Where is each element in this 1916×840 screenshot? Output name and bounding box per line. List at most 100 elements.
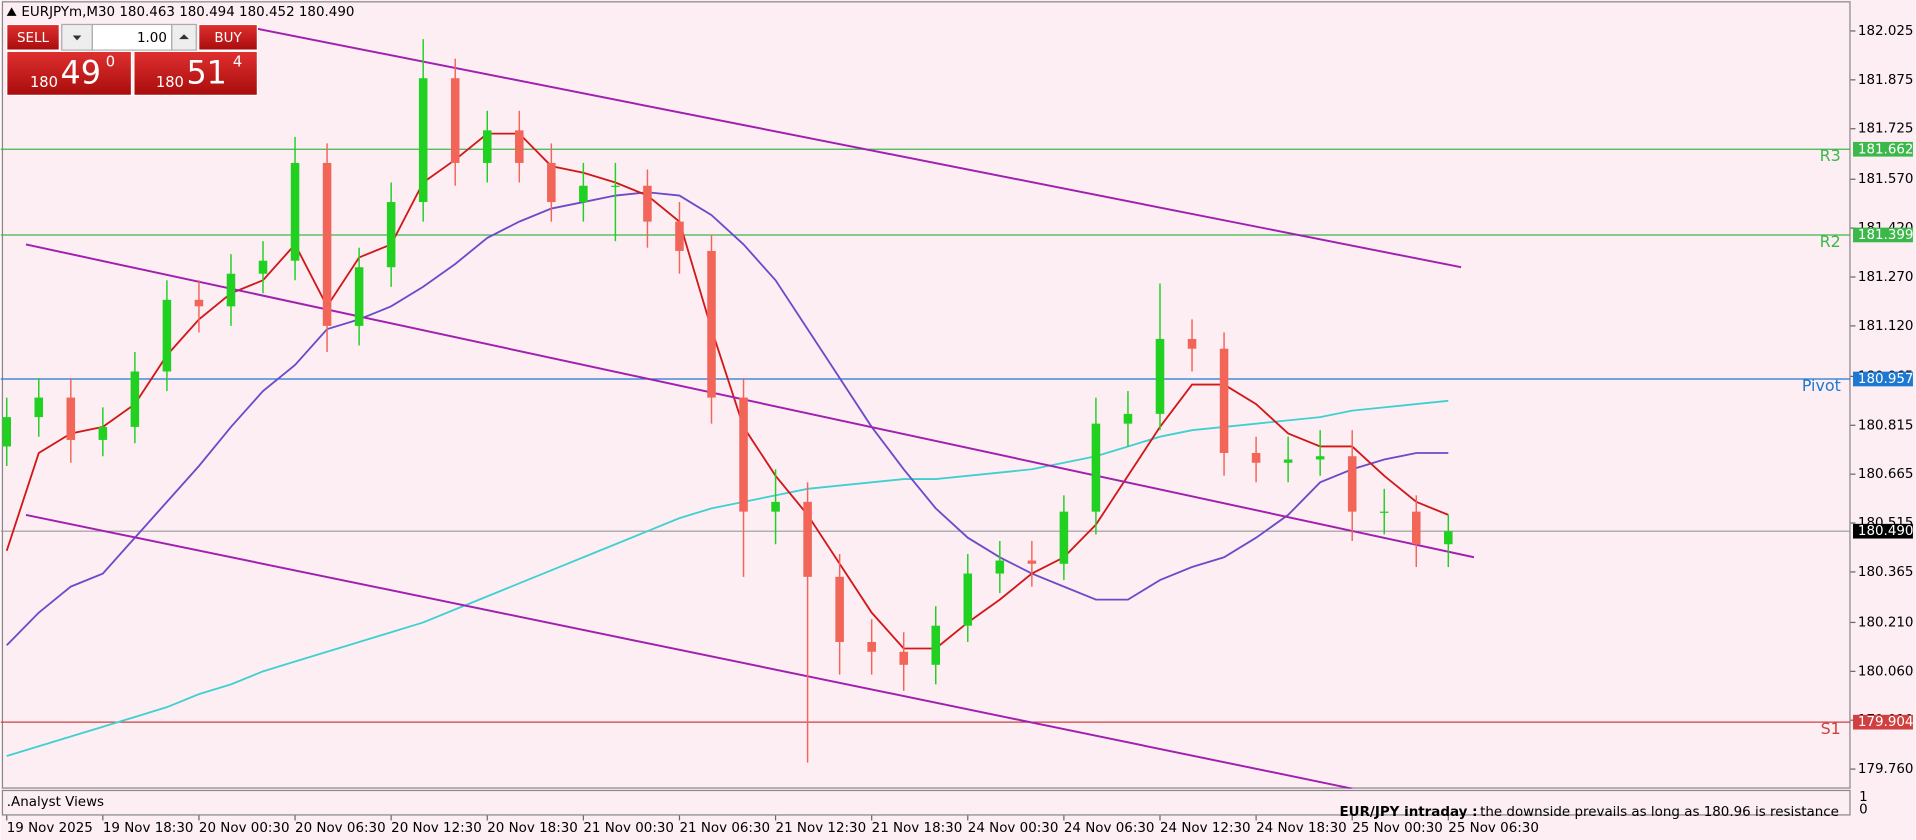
moving-average [5, 132, 1449, 650]
buy-button[interactable] [198, 23, 258, 51]
trendline [243, 25, 1462, 269]
y-tick-label: 181.875 [1858, 73, 1914, 88]
collapse-icon[interactable] [6, 7, 17, 16]
ask-main: 51 [186, 55, 226, 92]
bid-box[interactable] [6, 50, 133, 96]
x-tick-label: 24 Nov 00:30 [968, 821, 1059, 836]
x-tick-label: 21 Nov 06:30 [679, 821, 770, 836]
candle-body [226, 273, 236, 307]
candle-body [130, 371, 140, 427]
subwindow-frame [1, 789, 1851, 816]
x-tick-label: 19 Nov 2025 [7, 821, 93, 836]
candle-body [1219, 348, 1229, 453]
candle-body [1347, 456, 1357, 512]
y-tick-label: 179.760 [1858, 762, 1914, 777]
level-name: Pivot [1802, 376, 1841, 395]
candle-body [1187, 338, 1197, 349]
x-tick-label: 19 Nov 18:30 [103, 821, 194, 836]
x-tick-label: 25 Nov 06:30 [1448, 821, 1539, 836]
level-price-box [1853, 371, 1913, 387]
subwindow-name: .Analyst Views [7, 795, 104, 810]
candle-body [418, 78, 428, 203]
candle-body [963, 573, 973, 626]
level-price-box [1853, 141, 1913, 157]
current-price-label: 180.490 [1858, 524, 1914, 539]
moving-average [6, 399, 1449, 757]
moving-average [6, 191, 1449, 646]
comment: the downside prevails as long as 180.96 … [1480, 805, 1839, 820]
x-tick-label: 24 Nov 18:30 [1256, 821, 1347, 836]
x-tick-label: 20 Nov 12:30 [391, 821, 482, 836]
candle-body [1091, 423, 1101, 512]
level-price: 180.957 [1858, 372, 1914, 387]
candle-body [835, 576, 844, 642]
level-name: S1 [1821, 719, 1841, 738]
subwindow-scale: 1 [1859, 790, 1868, 805]
level-price: 181.399 [1858, 228, 1914, 243]
bid-big: 180 [30, 74, 58, 91]
candle-body [579, 185, 588, 203]
lot-input[interactable] [91, 23, 173, 51]
y-tick-label: 182.025 [1858, 24, 1914, 39]
x-tick-label: 20 Nov 06:30 [295, 821, 386, 836]
candle-body [867, 641, 876, 652]
candle-body [675, 221, 684, 251]
level-name: R2 [1820, 232, 1841, 251]
sell-button[interactable] [6, 23, 60, 51]
x-tick-label: 20 Nov 00:30 [199, 821, 290, 836]
candle-body [643, 185, 652, 222]
candle-body [66, 397, 76, 440]
y-tick-label: 180.060 [1858, 664, 1914, 679]
y-tick-label: 181.120 [1858, 319, 1914, 334]
candle-body [290, 162, 300, 261]
candle-body [1027, 560, 1037, 564]
plot-frame [1, 1, 1851, 789]
up-arrow [179, 34, 189, 40]
candle-body [1251, 452, 1261, 463]
candle-body [931, 625, 941, 665]
candle-body [1123, 413, 1133, 424]
ask-small: 4 [233, 53, 242, 70]
ask-box[interactable] [133, 50, 258, 96]
candle-body [354, 267, 364, 326]
y-tick-label: 180.210 [1858, 615, 1914, 630]
x-tick-label: 25 Nov 00:30 [1352, 821, 1443, 836]
y-tick-label: 181.570 [1858, 172, 1914, 187]
x-tick-label: 20 Nov 18:30 [487, 821, 578, 836]
trade-panel: SELL 1.00 BUY 180 49 0 180 51 4 [6, 23, 258, 96]
candle-body [450, 78, 460, 163]
trendline [25, 513, 1353, 789]
y-tick-label: 180.365 [1858, 565, 1914, 580]
candle-body [98, 426, 108, 440]
level-name: R3 [1820, 146, 1841, 165]
candle-body [1059, 511, 1069, 564]
candle-body [1155, 338, 1165, 414]
y-tick-label: 180.665 [1858, 467, 1914, 482]
candle-body [707, 250, 716, 398]
candle-body [899, 651, 908, 665]
candle-body [386, 202, 396, 268]
ask-big: 180 [156, 74, 184, 91]
chart-title: EURJPYm,M30 180.463 180.494 180.452 180.… [21, 5, 354, 20]
candle-body [162, 299, 172, 372]
candle-body [1379, 511, 1389, 513]
down-arrow [72, 35, 82, 41]
level-price: 179.904 [1858, 715, 1914, 730]
x-tick-label: 21 Nov 00:30 [583, 821, 674, 836]
y-tick-label: 181.270 [1858, 270, 1914, 285]
candle-body [322, 162, 332, 326]
candle-body [611, 185, 620, 187]
candle-body [2, 417, 12, 447]
x-tick-label: 21 Nov 12:30 [776, 821, 867, 836]
subwindow-scale: 0 [1859, 802, 1868, 817]
candle-body [1444, 531, 1453, 545]
candle-body [1411, 511, 1421, 545]
candle-body [515, 130, 524, 163]
level-price-box [1853, 227, 1913, 243]
y-tick-label: 180.815 [1858, 418, 1914, 433]
candle-body [547, 162, 556, 203]
candle-body [995, 560, 1005, 574]
lot-value: 1.00 [137, 31, 167, 46]
candle-body [258, 260, 268, 274]
